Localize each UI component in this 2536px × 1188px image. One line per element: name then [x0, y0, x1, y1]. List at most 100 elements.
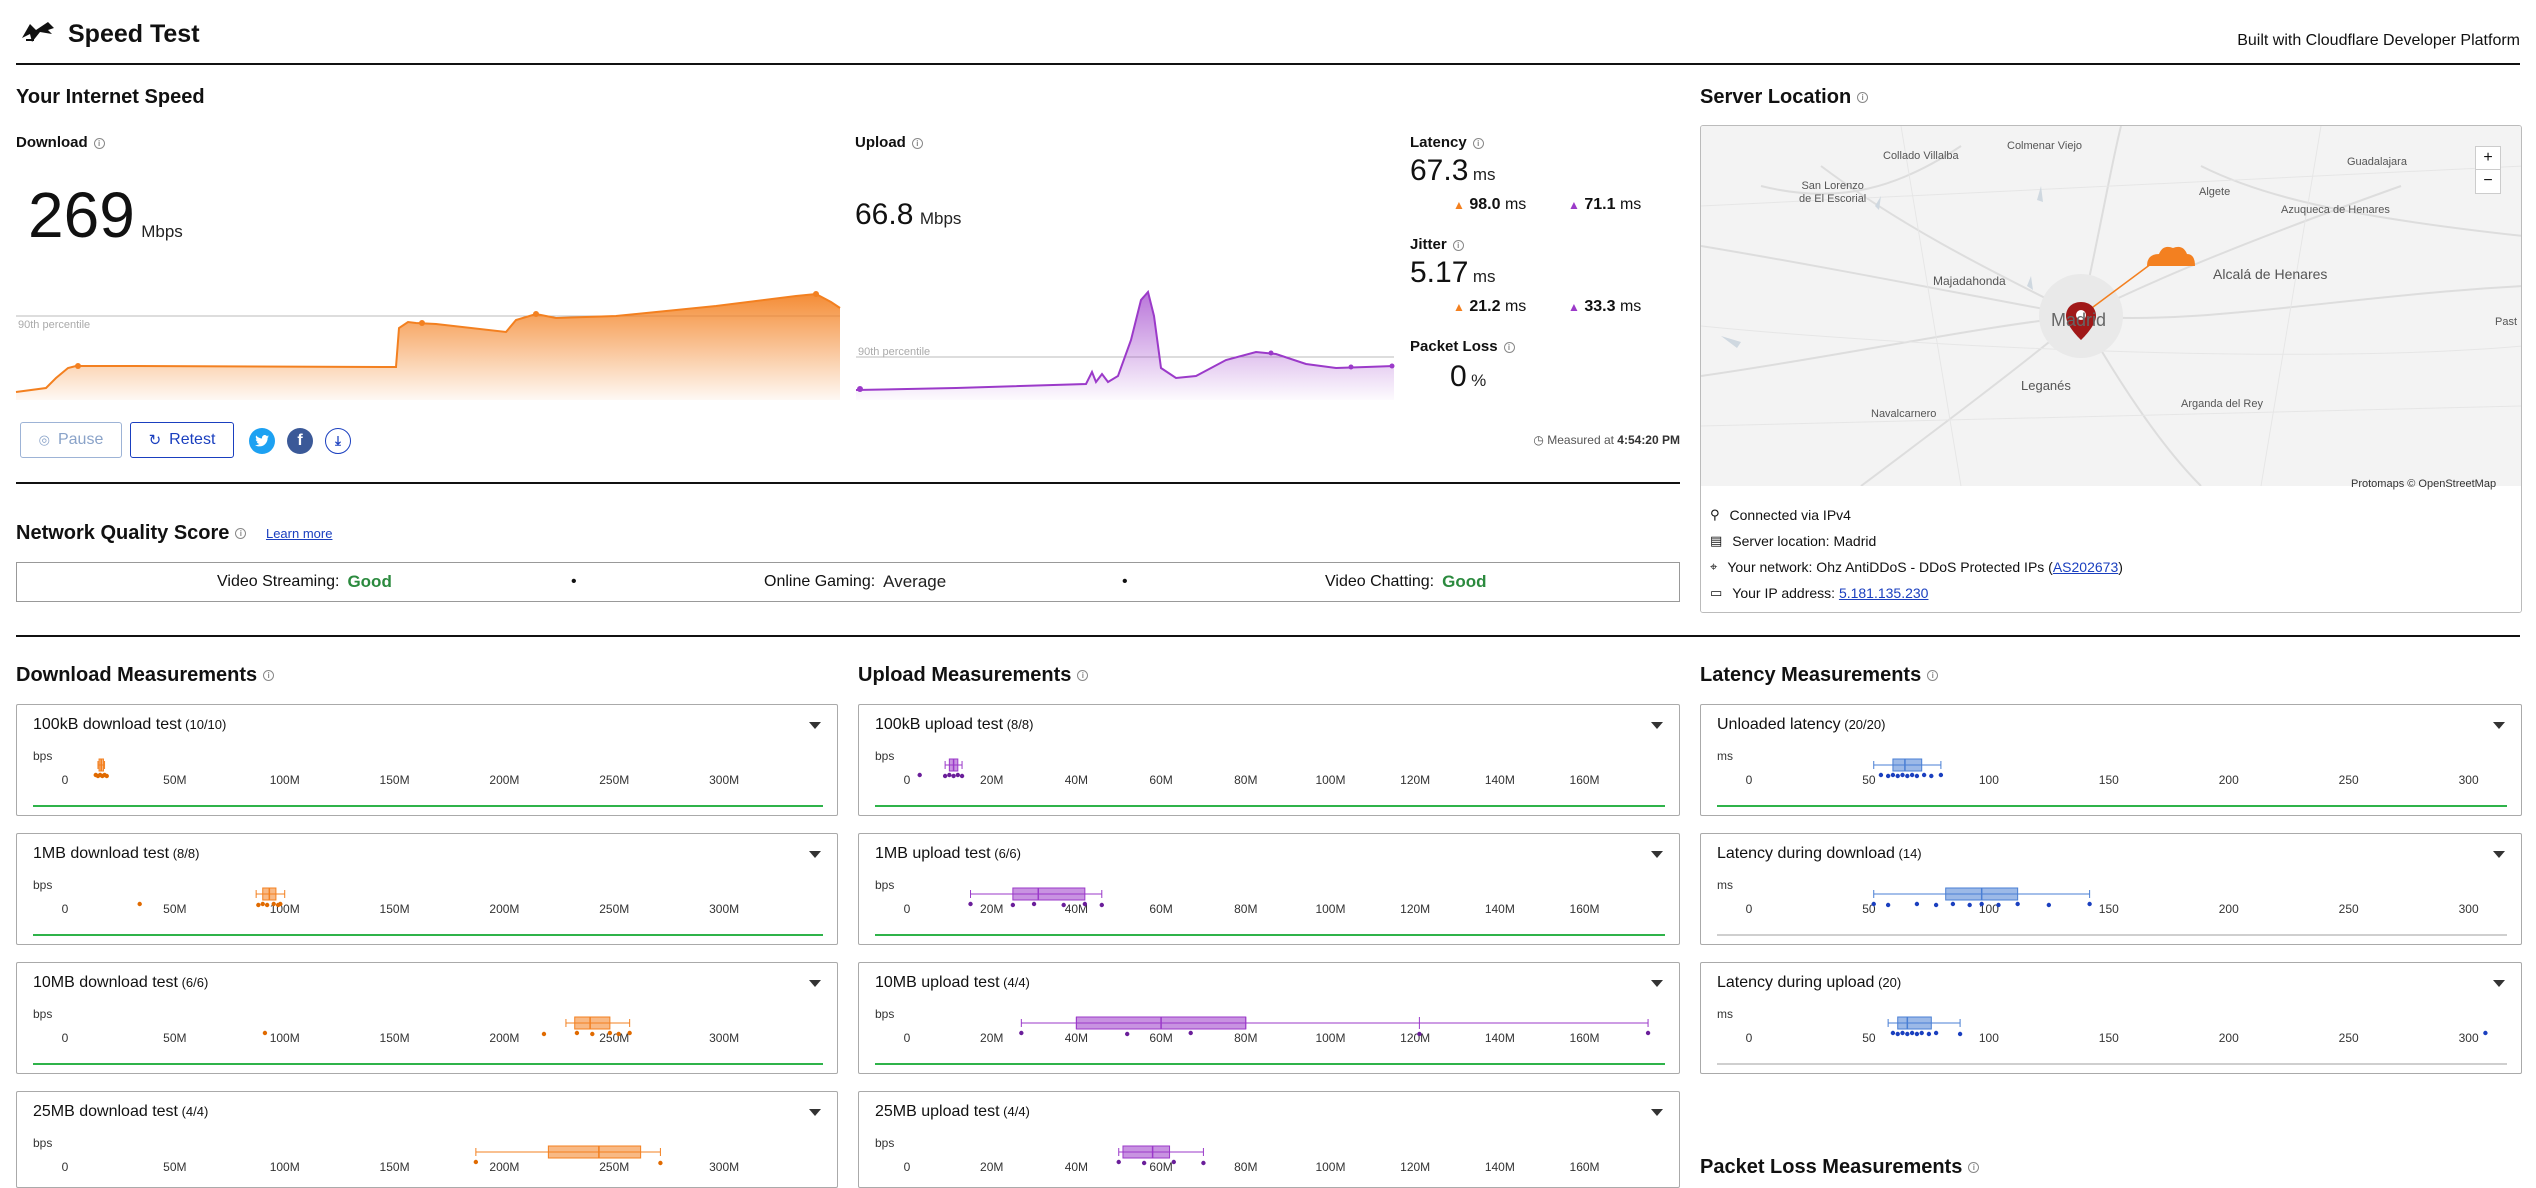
- tick-label: 0: [62, 1160, 69, 1174]
- upload-measurement-card[interactable]: 10MB upload test (4/4) bps 0 20M 40M 60M 80M 10…: [858, 962, 1680, 1074]
- tick-label: 0: [904, 773, 911, 787]
- data-point: [2046, 902, 2052, 908]
- upload-label: Upload i: [855, 134, 923, 151]
- data-point: [1921, 772, 1927, 778]
- download-arrow-icon: ▲: [1453, 198, 1465, 212]
- tick-label: 100: [1979, 773, 1999, 787]
- download-measurement-card[interactable]: 100kB download test (10/10) bps 0 50M 100M 15…: [16, 704, 838, 816]
- tick-label: 140M: [1485, 1031, 1515, 1045]
- latency-measurement-card[interactable]: Unloaded latency (20/20) ms 0 50 100 150 200 25…: [1700, 704, 2522, 816]
- chevron-down-icon[interactable]: [809, 980, 821, 987]
- data-point: [1900, 1030, 1905, 1036]
- data-point: [942, 773, 948, 779]
- measurement-card-title: 10MB upload test (4/4): [875, 974, 1030, 991]
- server-info-icon[interactable]: i: [1857, 92, 1869, 104]
- upload-measurement-card[interactable]: 25MB upload test (4/4) bps 0 20M 40M 60M 80M 10…: [858, 1091, 1680, 1188]
- data-point: [260, 901, 265, 907]
- latency-info-icon[interactable]: i: [1472, 137, 1484, 149]
- box-plot: 0 20M 40M 60M 80M 100M 120M 140M 160M: [875, 887, 1665, 936]
- data-point: [1417, 1031, 1422, 1037]
- tick-label: 250M: [599, 1160, 629, 1174]
- chevron-down-icon[interactable]: [809, 1109, 821, 1116]
- chevron-down-icon[interactable]: [2493, 722, 2505, 729]
- map-label-madrid: Madrid: [2051, 310, 2107, 330]
- axis-unit-label: bps: [875, 1136, 895, 1150]
- facebook-share-button[interactable]: f: [287, 428, 313, 454]
- tick-label: 150: [2099, 773, 2119, 787]
- upload-measurement-card[interactable]: 100kB upload test (8/8) bps 0 20M 40M 60M 80M 1…: [858, 704, 1680, 816]
- packet-loss-info-icon[interactable]: i: [1503, 341, 1515, 353]
- upload-measurements-info-icon[interactable]: i: [1077, 670, 1089, 682]
- nqs-separator: •: [1122, 573, 1128, 590]
- tick-label: 60M: [1149, 902, 1172, 916]
- ip-icon: ▭: [1710, 585, 1723, 600]
- data-point: [1885, 902, 1891, 908]
- ip-address-link[interactable]: 5.181.135.230: [1838, 585, 1929, 601]
- chevron-down-icon[interactable]: [1651, 722, 1663, 729]
- map-label-majadahonda: Majadahonda: [1933, 274, 2006, 288]
- tick-label: 300: [2459, 1031, 2479, 1045]
- learn-more-link[interactable]: Learn more: [265, 526, 333, 542]
- axis-unit-label: bps: [875, 878, 895, 892]
- chevron-down-icon[interactable]: [809, 851, 821, 858]
- data-point: [616, 1031, 621, 1037]
- jitter-info-icon[interactable]: i: [1452, 239, 1464, 251]
- tick-label: 250: [2339, 1031, 2359, 1045]
- zoom-out-button[interactable]: −: [2475, 170, 2501, 194]
- download-measurement-card[interactable]: 1MB download test (8/8) bps 0 50M 100M 150M 20…: [16, 833, 838, 945]
- zoom-in-button[interactable]: +: [2475, 146, 2501, 170]
- map-label-sanlorenzo: San Lorenzo de El Escorial: [1799, 180, 1867, 205]
- tick-label: 200M: [489, 1160, 519, 1174]
- box: [1122, 1145, 1171, 1159]
- chevron-down-icon[interactable]: [2493, 851, 2505, 858]
- box: [1012, 887, 1086, 901]
- jitter-value: 5.17 ms: [1410, 256, 1496, 289]
- packet-loss-measurements-info-icon[interactable]: i: [1968, 1162, 1980, 1174]
- latency-measurement-card[interactable]: Latency during upload (20) ms 0 50 100 150 200…: [1700, 962, 2522, 1074]
- tick-label: 160M: [1570, 773, 1600, 787]
- tick-label: 100M: [270, 773, 300, 787]
- data-point: [1890, 1030, 1896, 1036]
- tick-label: 120M: [1400, 773, 1430, 787]
- measurement-card-title: Latency during upload (20): [1717, 974, 1902, 991]
- nqs-title: Network Quality Score i Learn more: [16, 522, 333, 544]
- data-point: [1967, 902, 1972, 908]
- data-point: [1116, 1159, 1121, 1165]
- upload-info-icon[interactable]: i: [911, 137, 923, 149]
- chevron-down-icon[interactable]: [809, 722, 821, 729]
- download-measurement-card[interactable]: 10MB download test (6/6) bps 0 50M 100M 150M 2…: [16, 962, 838, 1074]
- download-measurements-info-icon[interactable]: i: [263, 670, 275, 682]
- latency-measurement-card[interactable]: Latency during download (14) ms 0 50 100 150 2…: [1700, 833, 2522, 945]
- cloudflare-logo-icon: [2147, 246, 2195, 266]
- chevron-down-icon[interactable]: [2493, 980, 2505, 987]
- as-number-link[interactable]: AS202673: [2052, 559, 2119, 575]
- map-label-algete: Algete: [2199, 186, 2231, 198]
- data-point: [590, 1031, 595, 1037]
- map-pin-icon: ⌖: [1710, 559, 1718, 574]
- tick-label: 0: [62, 1031, 69, 1045]
- chevron-down-icon[interactable]: [1651, 980, 1663, 987]
- latency-measurements-info-icon[interactable]: i: [1927, 670, 1939, 682]
- tick-label: 140M: [1485, 773, 1515, 787]
- data-point: [1938, 772, 1944, 778]
- download-info-icon[interactable]: i: [93, 137, 105, 149]
- retest-button[interactable]: ↻ Retest: [130, 422, 234, 458]
- tick-label: 50M: [163, 1160, 186, 1174]
- tick-label: 120M: [1400, 902, 1430, 916]
- upload-measurement-card[interactable]: 1MB upload test (6/6) bps 0 20M 40M 60M 80M 100…: [858, 833, 1680, 945]
- data-point: [658, 1160, 663, 1166]
- upload-arrow-icon: ▲: [1568, 198, 1580, 212]
- tick-label: 300M: [709, 773, 739, 787]
- upload-arrow-icon: ▲: [1568, 300, 1580, 314]
- tick-label: 100M: [1315, 902, 1345, 916]
- server-map[interactable]: Collado Villalba Colmenar Viejo Guadalaj…: [1700, 125, 2522, 613]
- download-results-button[interactable]: ⤓: [325, 428, 351, 454]
- pause-button[interactable]: ◎ Pause: [20, 422, 122, 458]
- download-measurement-card[interactable]: 25MB download test (4/4) bps 0 50M 100M 150M 2…: [16, 1091, 838, 1188]
- data-point: [1914, 1031, 1920, 1037]
- twitter-share-button[interactable]: [249, 428, 275, 454]
- chevron-down-icon[interactable]: [1651, 1109, 1663, 1116]
- box: [1892, 758, 1923, 772]
- nqs-info-icon[interactable]: i: [235, 528, 247, 540]
- chevron-down-icon[interactable]: [1651, 851, 1663, 858]
